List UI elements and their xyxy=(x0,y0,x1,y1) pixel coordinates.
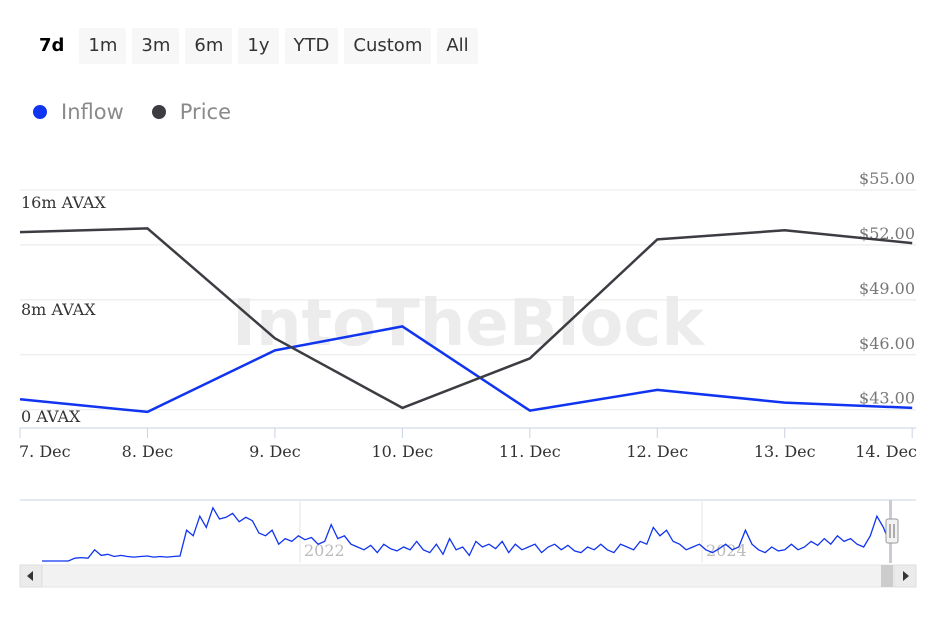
left-axis-tick-label: 16m AVAX xyxy=(21,193,106,212)
x-axis-tick-label: 12. Dec xyxy=(626,442,688,461)
x-axis-tick-label: 8. Dec xyxy=(122,442,174,461)
chart-legend: Inflow Price xyxy=(33,100,231,124)
right-axis-tick-label: $49.00 xyxy=(859,279,915,298)
range-button-all[interactable]: All xyxy=(437,28,478,64)
x-axis-tick-label: 14. Dec xyxy=(855,442,917,461)
right-axis-tick-label: $46.00 xyxy=(859,334,915,353)
right-axis-tick-label: $55.00 xyxy=(859,169,915,188)
range-button-1y[interactable]: 1y xyxy=(238,28,279,64)
legend-label: Price xyxy=(179,100,231,124)
navigator-label: 2024 xyxy=(706,541,747,560)
legend-label: Inflow xyxy=(61,100,124,124)
legend-dot-icon xyxy=(33,105,47,119)
navigator-handle[interactable] xyxy=(885,518,899,544)
legend-dot-icon xyxy=(151,105,166,119)
range-button-1m[interactable]: 1m xyxy=(79,28,127,64)
scrollbar-track xyxy=(19,564,917,588)
range-button-custom[interactable]: Custom xyxy=(344,28,432,64)
range-button-7d[interactable]: 7d xyxy=(30,28,74,64)
chevron-right-icon xyxy=(903,571,909,581)
scrollbar-thumb[interactable] xyxy=(881,565,893,587)
series-line-inflow xyxy=(19,325,913,414)
navigator-panel xyxy=(20,500,916,563)
range-button-6m[interactable]: 6m xyxy=(185,28,233,64)
left-axis-tick-label: 0 AVAX xyxy=(21,407,81,426)
x-axis-tick-label: 7. Dec xyxy=(19,442,71,461)
navigator-label: 2022 xyxy=(304,541,345,560)
legend-item-inflow[interactable]: Inflow xyxy=(33,100,124,124)
right-axis-tick-label: $43.00 xyxy=(859,389,915,408)
legend-item-price[interactable]: Price xyxy=(151,100,231,124)
x-axis-tick-label: 11. Dec xyxy=(499,442,561,461)
watermark-text: IntoTheBlock xyxy=(232,287,705,361)
x-axis-tick-label: 9. Dec xyxy=(249,442,301,461)
navigator-series-line xyxy=(42,506,891,562)
left-axis-tick-label: 8m AVAX xyxy=(21,300,96,319)
x-axis-tick-label: 10. Dec xyxy=(371,442,433,461)
series-line-price xyxy=(19,227,913,410)
chevron-left-icon xyxy=(27,571,33,581)
x-axis-tick-label: 13. Dec xyxy=(754,442,816,461)
range-button-3m[interactable]: 3m xyxy=(132,28,180,64)
range-button-ytd[interactable]: YTD xyxy=(284,28,339,64)
range-selector: 7d 1m 3m 6m 1y YTD Custom All xyxy=(30,28,478,64)
